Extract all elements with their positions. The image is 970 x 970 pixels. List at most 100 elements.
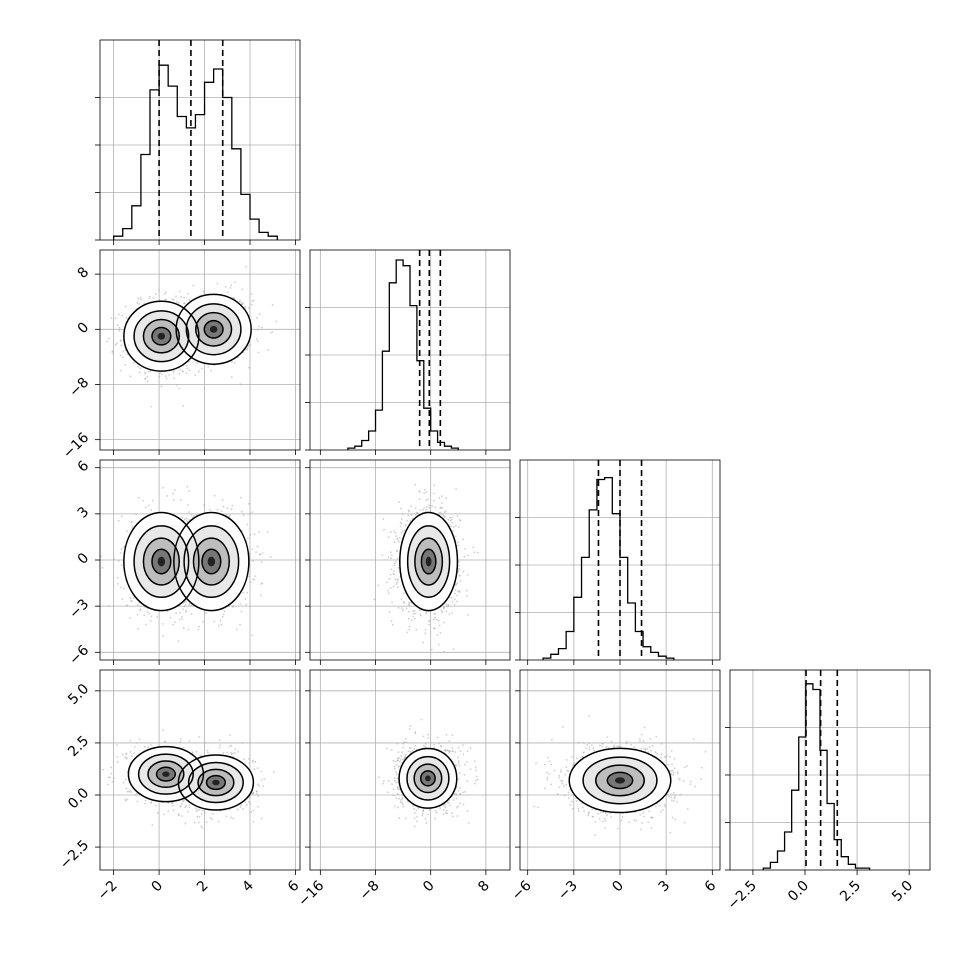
scatter-point: [183, 605, 186, 608]
scatter-point: [185, 600, 187, 603]
scatter-point: [204, 812, 206, 815]
scatter-point: [119, 586, 122, 589]
scatter-point: [255, 551, 257, 554]
scatter-point: [397, 567, 400, 569]
density-contour: [201, 548, 222, 575]
scatter-point: [248, 307, 250, 309]
scatter-point: [456, 515, 459, 517]
scatter-point: [260, 561, 263, 563]
scatter-point: [197, 370, 200, 373]
scatter-point: [412, 612, 415, 615]
scatter-point: [454, 592, 456, 595]
scatter-point: [188, 804, 191, 806]
scatter-point: [219, 619, 222, 622]
y-tick-label: 0: [75, 319, 93, 337]
scatter-point: [438, 624, 441, 627]
scatter-point: [172, 499, 175, 502]
scatter-point: [122, 350, 125, 353]
scatter-point: [246, 348, 248, 351]
scatter-point: [439, 511, 442, 514]
scatter-point: [425, 499, 428, 501]
scatter-point: [126, 790, 129, 793]
density-contour: [420, 548, 437, 575]
scatter-point: [149, 370, 152, 373]
y-tick-label: 6: [75, 458, 93, 476]
scatter-point: [181, 608, 184, 611]
scatter-point: [207, 366, 210, 368]
scatter-point: [439, 631, 442, 634]
scatter-point: [163, 293, 166, 295]
scatter-point: [393, 570, 396, 572]
scatter-point: [213, 494, 216, 497]
scatter-point: [443, 650, 445, 653]
scatter-point: [201, 620, 204, 623]
scatter-point: [140, 298, 142, 301]
scatter-point: [254, 575, 257, 578]
scatter-point: [161, 622, 164, 625]
scatter-point: [220, 510, 223, 512]
axes-frame: [309, 249, 511, 451]
y-tick-label: 0: [75, 550, 93, 568]
scatter-point: [248, 762, 251, 764]
scatter-point: [466, 614, 469, 616]
scatter-point: [393, 564, 396, 567]
scatter-point: [172, 299, 175, 301]
scatter-point: [396, 586, 399, 589]
scatter-point: [137, 365, 139, 368]
density-contour: [183, 525, 240, 598]
scatter-point: [198, 821, 200, 824]
scatter-point: [377, 584, 380, 587]
scatter-point: [164, 298, 167, 301]
scatter-point: [412, 615, 415, 618]
density-contour: [142, 318, 181, 354]
scatter-point: [395, 583, 398, 586]
scatter-point: [150, 405, 153, 408]
scatter-point: [452, 648, 455, 651]
scatter-point: [222, 505, 225, 508]
scatter-point: [139, 608, 142, 611]
scatter-point: [203, 504, 205, 506]
scatter-point: [111, 351, 114, 353]
scatter-point: [150, 615, 153, 618]
scatter-point: [240, 301, 243, 304]
scatter-point: [185, 372, 188, 375]
scatter-point: [436, 633, 439, 636]
density-contour: [185, 303, 242, 356]
scatter-point: [206, 749, 209, 752]
scatter-point: [251, 511, 253, 514]
scatter-point: [261, 552, 264, 555]
scatter-point: [437, 643, 440, 646]
scatter-point: [383, 528, 385, 531]
scatter-point: [181, 370, 184, 373]
scatter-point: [254, 760, 257, 763]
x-tick-label: −2.5: [725, 878, 760, 913]
scatter-point: [136, 603, 139, 606]
x-tick-label: 0.0: [785, 878, 812, 905]
scatter-point: [467, 554, 470, 557]
scatter-point: [241, 741, 244, 744]
scatter-point: [452, 530, 455, 532]
density-contour: [151, 548, 172, 575]
scatter-point: [144, 799, 147, 802]
scatter-point: [463, 555, 466, 558]
density-panel-3-0: −2 0 2 4 6−2.50.02.55.0: [57, 669, 303, 904]
scatter-point: [239, 603, 242, 606]
density-contour: [194, 311, 233, 347]
scatter-point: [178, 290, 181, 293]
scatter-point: [142, 499, 145, 502]
scatter-point: [137, 496, 140, 499]
scatter-point: [107, 605, 110, 607]
scatter-point: [154, 293, 157, 296]
density-contour: [123, 511, 200, 612]
scatter-point: [240, 804, 243, 806]
scatter-point: [465, 589, 468, 592]
density-fill: [425, 556, 432, 567]
scatter-point: [162, 729, 165, 731]
scatter-point: [171, 802, 173, 805]
scatter-point: [260, 326, 263, 329]
scatter-point: [161, 373, 163, 376]
scatter-point: [396, 537, 399, 540]
scatter-point: [451, 600, 454, 603]
scatter-point: [172, 492, 175, 495]
scatter-point: [175, 383, 178, 386]
